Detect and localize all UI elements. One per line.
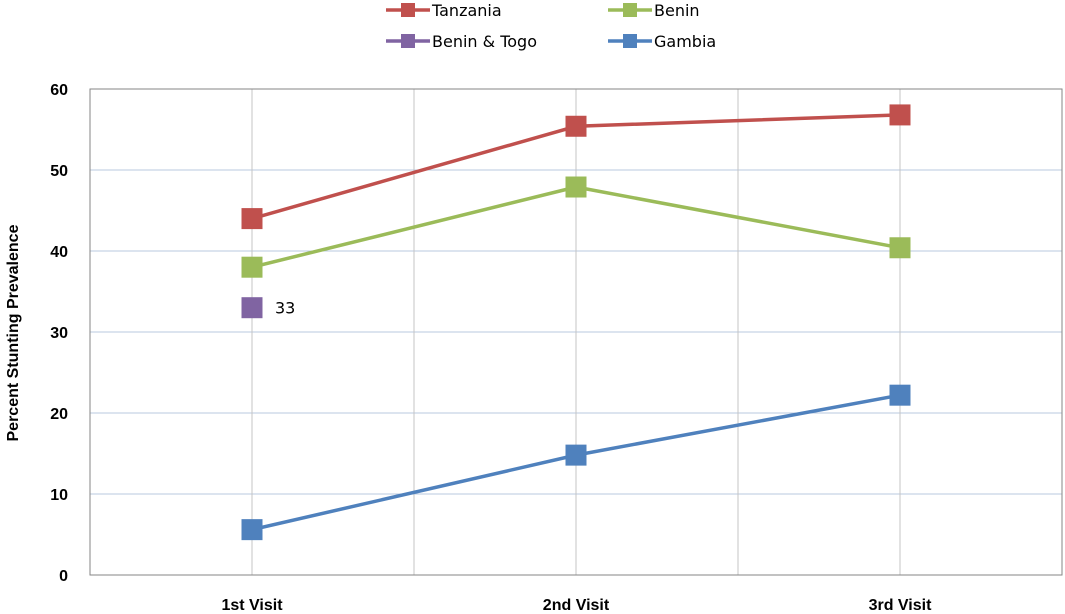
x-tick-label: 2nd Visit [543, 597, 610, 614]
legend-marker [623, 3, 637, 17]
data-point-marker [889, 237, 911, 259]
data-point-marker [565, 444, 587, 466]
legend-label: Gambia [654, 32, 716, 51]
legend-entry: Tanzania [386, 1, 502, 20]
data-point-marker [565, 176, 587, 198]
y-tick-label: 50 [50, 163, 68, 180]
legend: Tanzania Benin Benin & Togo Gambia [386, 1, 716, 51]
series-tanzania [241, 104, 911, 230]
y-tick-label: 60 [50, 82, 68, 99]
data-label: 33 [275, 299, 295, 318]
legend-entry: Benin [608, 1, 700, 20]
y-tick-label: 0 [59, 568, 68, 585]
y-axis-ticks: 0 10 20 30 40 50 60 [50, 82, 68, 585]
legend-marker [401, 3, 415, 17]
y-tick-label: 20 [50, 406, 68, 423]
gridlines [90, 88, 1062, 575]
legend-label: Tanzania [431, 1, 502, 20]
x-axis-ticks: 1st Visit 2nd Visit 3rd Visit [221, 597, 932, 614]
series-benin-togo: 33 [241, 297, 295, 319]
data-point-marker [889, 104, 911, 126]
series-benin [241, 176, 911, 278]
legend-marker [401, 34, 415, 48]
y-axis-title: Percent Stunting Prevalence [5, 224, 22, 441]
data-point-marker [889, 384, 911, 406]
legend-entry: Gambia [608, 32, 716, 51]
x-tick-label: 1st Visit [221, 597, 283, 614]
series-gambia [241, 384, 911, 541]
y-tick-label: 10 [50, 487, 68, 504]
data-point-marker [565, 115, 587, 137]
plot-area [89, 88, 1063, 576]
data-point-marker [241, 519, 263, 541]
legend-label: Benin & Togo [432, 32, 537, 51]
x-tick-label: 3rd Visit [869, 597, 933, 614]
data-point-marker [241, 297, 263, 319]
y-tick-label: 40 [50, 244, 68, 261]
legend-label: Benin [654, 1, 700, 20]
legend-marker [623, 34, 637, 48]
data-point-marker [241, 208, 263, 230]
series-layer: 33 [241, 104, 911, 541]
legend-entry: Benin & Togo [386, 32, 537, 51]
y-tick-label: 30 [50, 325, 68, 342]
data-point-marker [241, 256, 263, 278]
